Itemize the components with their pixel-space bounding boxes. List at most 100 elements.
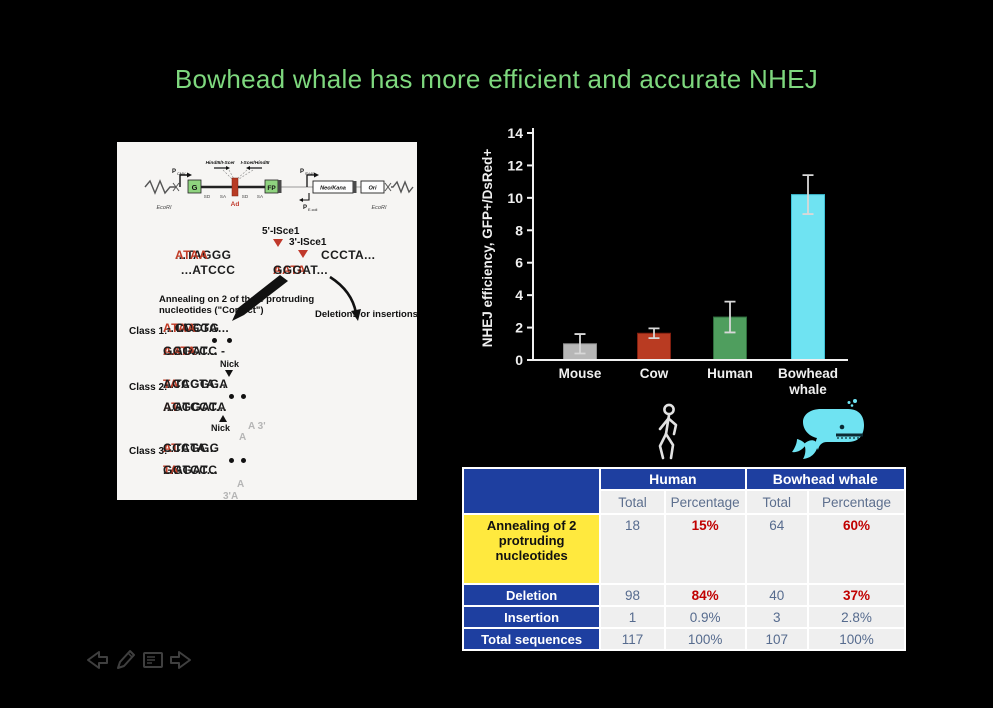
insertion-human-total: 1 (601, 607, 664, 627)
annealing-whale-total: 64 (746, 515, 808, 583)
deletion-human-total: 98 (601, 585, 664, 605)
sd1-label: SD (204, 194, 211, 199)
svg-text:14: 14 (507, 125, 523, 141)
pcmv-sub: CMV (177, 172, 186, 176)
total-sequences-whale-total: 107 (746, 629, 808, 649)
deletion-arrowhead (351, 309, 361, 321)
svg-text:12: 12 (507, 157, 523, 173)
class3-label: Class 3: (129, 446, 168, 457)
chart-y-axis-ticks: 0 2 4 6 8 10 12 14 (507, 125, 533, 368)
isce3-cut-arrow (298, 250, 308, 258)
whale-eye (839, 424, 845, 430)
y-axis-label: NHEJ efficiency, GFP+/DsRed+ (480, 149, 495, 348)
plasmid-backbone-left (144, 179, 176, 195)
bowhead-whale-icon (792, 399, 864, 459)
ecori-site-right-x (384, 182, 392, 192)
fp-box-edge (278, 180, 282, 193)
base-pair-dot (229, 458, 234, 463)
fp-label: FP (267, 185, 276, 192)
psv40-arrowhead (314, 172, 319, 178)
nhej-mechanism-figure: EcoRI P CMV G SD SA HindIII/I-SceI I-Sce… (117, 142, 418, 502)
deletion-whale-percentage: 37% (809, 585, 904, 605)
total-sequences-row-label: Total sequences (464, 629, 600, 649)
total-sequences-whale-percentage: 100% (809, 629, 904, 649)
base-pair-dot (241, 394, 246, 399)
annealing-human-total: 18 (601, 515, 664, 583)
pecoli-label: P (303, 205, 307, 211)
table-row-total-sequences: Total sequences 117 100% 107 100% (464, 629, 904, 649)
neo-kana-edge (353, 181, 357, 193)
isce3-label: 3'-ISce1 (289, 237, 327, 248)
ori-label: Ori (368, 186, 377, 192)
ecori-label-left: EcoRI (157, 205, 172, 211)
total-sequences-human-percentage: 100% (665, 629, 745, 649)
adaptor-ad-box (231, 177, 239, 197)
overhang-a-low: A (237, 479, 245, 490)
human-group-header: Human (601, 469, 745, 489)
deletion-arrow (329, 275, 358, 314)
sa1-label: SA (220, 194, 227, 199)
pcmv-label: P (172, 169, 176, 175)
deletion-human-percentage: 84% (665, 585, 745, 605)
insertion-row-label: Insertion (464, 607, 600, 627)
base-pair-dot (229, 394, 234, 399)
svg-text:0: 0 (515, 352, 523, 368)
subheader-whale-total: Total (746, 491, 808, 513)
slide-notes-button[interactable] (140, 646, 166, 674)
slide-title: Bowhead whale has more efficient and acc… (174, 64, 819, 94)
annealing-whale-percentage: 60% (809, 515, 904, 583)
svg-text:Mouse: Mouse (559, 366, 602, 381)
outcome-branch-arrows (232, 275, 361, 321)
svg-text:Bowhead: Bowhead (778, 366, 838, 381)
table-row-annealing: Annealing of 2 protruding nucleotides 18… (464, 515, 904, 583)
enzyme-right-label: I-SceI/HindIII (241, 160, 270, 166)
enzyme-left-label: HindIII/I-SceI (206, 160, 235, 166)
isce5-cut-arrow (273, 239, 283, 247)
svg-text:2: 2 (515, 320, 523, 336)
isce5-label: 5'-ISce1 (262, 226, 300, 237)
pecoli-arrowhead (299, 198, 303, 202)
adaptor-ad-label: Ad (231, 201, 240, 208)
psv40-label: P (300, 169, 304, 175)
cutsite-dashes (222, 169, 254, 180)
total-sequences-human-total: 117 (601, 629, 664, 649)
annealing-row-label: Annealing of 2 protruding nucleotides (464, 515, 600, 583)
whale-group-header: Bowhead whale (746, 469, 904, 489)
svg-text:8: 8 (515, 222, 523, 238)
insertion-whale-percentage: 2.8% (809, 607, 904, 627)
previous-slide-button[interactable] (84, 646, 110, 674)
walking-person-icon (658, 403, 678, 460)
svg-text:10: 10 (507, 190, 523, 206)
annealing-human-percentage: 15% (665, 515, 745, 583)
subheader-human-total: Total (601, 491, 664, 513)
nick-arrow-down (225, 370, 233, 377)
pcmv-arrowhead (187, 172, 192, 178)
nhej-fidelity-table: Human Bowhead whale Total Percentage Tot… (462, 467, 906, 651)
svg-text:6: 6 (515, 255, 523, 271)
overhang-a-mid: A (239, 432, 247, 443)
ecori-label-right: EcoRI (372, 205, 387, 211)
neo-kana-label: Neo/Kana (320, 186, 346, 192)
svg-text:Cow: Cow (640, 366, 669, 381)
pcmv-promoter-arrow (179, 174, 187, 187)
pen-tool-button[interactable] (112, 646, 138, 674)
deletion-whale-total: 40 (746, 585, 808, 605)
annealing-arrow (232, 275, 288, 321)
svg-text:4: 4 (515, 287, 523, 303)
pecoli-arrow (303, 193, 310, 201)
overhang-a3: A 3' (248, 421, 266, 432)
deletions-note: Deletions or insertions (315, 309, 418, 320)
ecori-site-left-x (172, 182, 180, 192)
next-slide-button[interactable] (168, 646, 194, 674)
deletion-row-label: Deletion (464, 585, 600, 605)
table-row-deletion: Deletion 98 84% 40 37% (464, 585, 904, 605)
pecoli-sub: E.coli (308, 208, 317, 212)
psv40-promoter-arrow (306, 174, 314, 187)
chart-bars (563, 174, 825, 361)
enzyme-arrowhead-left (246, 166, 250, 170)
gfp-g-label: G (192, 183, 198, 192)
enzyme-arrowhead-right (226, 166, 230, 170)
slideshow-controls (84, 646, 194, 674)
